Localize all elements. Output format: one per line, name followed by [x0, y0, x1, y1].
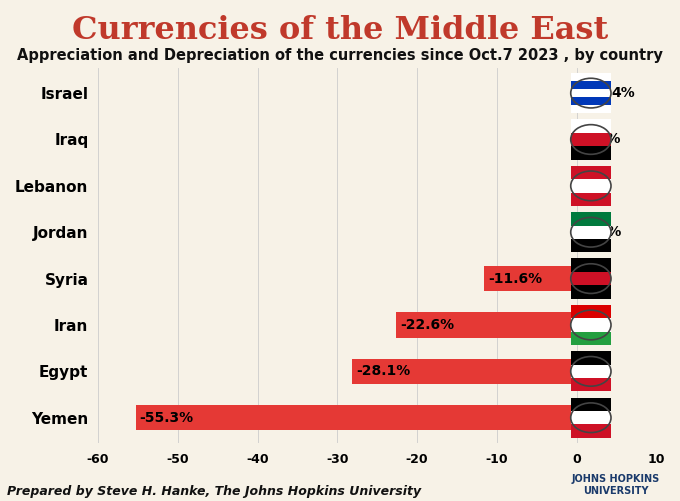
Text: -0.1%: -0.1% [577, 225, 622, 239]
Bar [577, 80, 609, 106]
Text: -28.1%: -28.1% [356, 364, 411, 378]
Bar [352, 359, 577, 384]
Text: -55.3%: -55.3% [139, 411, 194, 425]
Bar [396, 312, 577, 338]
Bar [576, 219, 577, 245]
Text: -11.6%: -11.6% [488, 272, 542, 286]
Text: 0.3%: 0.3% [582, 132, 621, 146]
Bar [577, 127, 579, 152]
Text: 0%: 0% [580, 179, 603, 193]
Text: 4%: 4% [611, 86, 635, 100]
Bar [484, 266, 577, 292]
Text: JOHNS HOPKINS
UNIVERSITY: JOHNS HOPKINS UNIVERSITY [571, 474, 660, 496]
Text: Currencies of the Middle East: Currencies of the Middle East [72, 15, 608, 46]
Text: Appreciation and Depreciation of the currencies since Oct.7 2023 , by country: Appreciation and Depreciation of the cur… [17, 48, 663, 63]
Text: -22.6%: -22.6% [401, 318, 454, 332]
Bar [135, 405, 577, 430]
Text: Prepared by Steve H. Hanke, The Johns Hopkins University: Prepared by Steve H. Hanke, The Johns Ho… [7, 485, 421, 498]
